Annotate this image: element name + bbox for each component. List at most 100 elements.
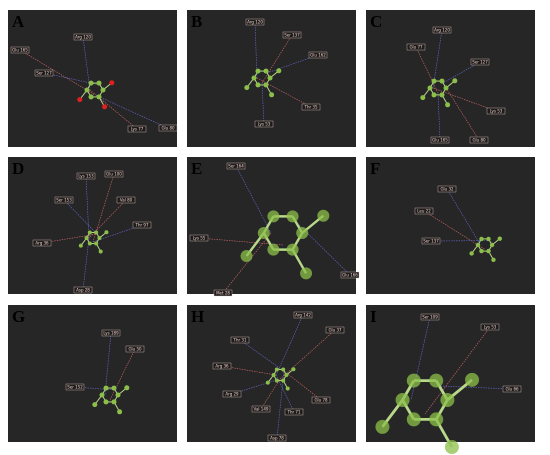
residue-label: Glu 37 [328, 327, 342, 332]
residue-label: Lys 53 [484, 324, 497, 329]
panel-background [366, 305, 535, 442]
residue-label-box [284, 408, 304, 416]
residue-label: Ser 152 [67, 384, 83, 389]
residue-label-box [76, 172, 96, 180]
atom [429, 412, 444, 427]
interaction-line [423, 210, 486, 250]
residue-label: Lys 53 [490, 108, 503, 113]
residue-label-box [230, 336, 250, 344]
atom [124, 385, 130, 391]
atom [431, 92, 437, 98]
residue-label: Arg 142 [295, 312, 311, 317]
residue-label: Glu 80 [472, 137, 486, 142]
residue-label-box [213, 289, 233, 297]
atom [281, 367, 286, 372]
atom [489, 242, 495, 248]
atom [102, 104, 108, 110]
residue-label-box [414, 207, 434, 215]
residue-label-box [212, 362, 232, 370]
residue-label: Glu 66 [505, 386, 519, 391]
residue-label: Glu 77 [409, 44, 423, 49]
residue-label: Val 149 [254, 406, 269, 411]
residue-label-box [486, 107, 506, 115]
residue-label-box [73, 33, 93, 41]
atom [274, 378, 279, 383]
residue-label: Arg 120 [434, 27, 450, 32]
residue-label-box [293, 311, 313, 319]
atom [240, 250, 253, 263]
interaction-line [88, 199, 127, 239]
residue-label-box [308, 51, 328, 59]
residue-label-box [254, 120, 274, 128]
residue-label: Lys 55 [193, 235, 206, 240]
atom [469, 251, 474, 256]
interaction-line [82, 36, 91, 91]
residue-label: Glu 165 [432, 137, 448, 142]
interaction-line [222, 232, 272, 294]
atom [284, 373, 289, 377]
interaction-line [283, 370, 322, 401]
atom [257, 227, 270, 239]
atom [103, 399, 109, 405]
atom [431, 78, 437, 84]
residue-label-box [101, 329, 121, 337]
residue-label: Glu 32 [440, 186, 454, 191]
residue-label: Ser 164 [228, 163, 244, 168]
residue-label-box [311, 396, 331, 404]
atom [263, 68, 269, 74]
panel-background [366, 157, 535, 294]
panel-background [187, 157, 356, 294]
interaction-line [92, 173, 115, 243]
atom [255, 82, 261, 88]
residue-label: Thr 97 [135, 222, 149, 227]
residue-label-box [245, 18, 265, 26]
residue-label: Met 28 [216, 290, 230, 295]
atom [94, 230, 99, 235]
residue-label-box [432, 26, 452, 34]
residue-label: Glu 50 [128, 346, 142, 351]
residue-label: Glu 80 [161, 125, 175, 130]
panel-letter: C [370, 12, 382, 31]
atom [109, 80, 115, 86]
atom [286, 243, 299, 256]
atom [251, 75, 257, 81]
residue-label-box [116, 196, 136, 204]
residue-label-box [267, 434, 287, 442]
interaction-line [294, 220, 351, 276]
panel-background [187, 305, 356, 442]
residue-label-box [469, 136, 489, 144]
residue-label-box [480, 323, 500, 331]
atom [87, 230, 92, 235]
atom [267, 243, 280, 256]
interaction-line [104, 332, 112, 396]
residue-label: Val 80 [120, 197, 133, 202]
atom [491, 257, 496, 262]
residue-label: Asp 78 [270, 435, 284, 440]
atom [286, 210, 299, 223]
interaction-line [438, 385, 513, 390]
interaction-line [442, 82, 480, 141]
residue-label-box [189, 234, 209, 242]
residue-label-box [406, 43, 426, 51]
panel: Arg 120 Ser 137 Glu 162 Thr 35 Lys 53 B [187, 10, 356, 147]
atom [271, 373, 276, 377]
atom [263, 82, 269, 88]
residue-label: Arg 120 [247, 19, 263, 24]
residue-label: Lys 189 [103, 330, 119, 335]
atom [96, 94, 102, 100]
interaction-line [221, 365, 277, 376]
atom [395, 393, 410, 407]
atom [117, 409, 123, 415]
residue-label-box [301, 103, 321, 111]
residue-label-box [222, 390, 242, 398]
atom [445, 102, 451, 108]
interaction-line [260, 378, 281, 410]
residue-label-box [54, 196, 74, 204]
interaction-line [261, 34, 293, 84]
atom [96, 80, 102, 86]
atom [97, 236, 102, 240]
interaction-line [266, 54, 319, 74]
atom [427, 85, 433, 91]
atom [420, 95, 426, 101]
panel-letter: A [12, 12, 25, 31]
